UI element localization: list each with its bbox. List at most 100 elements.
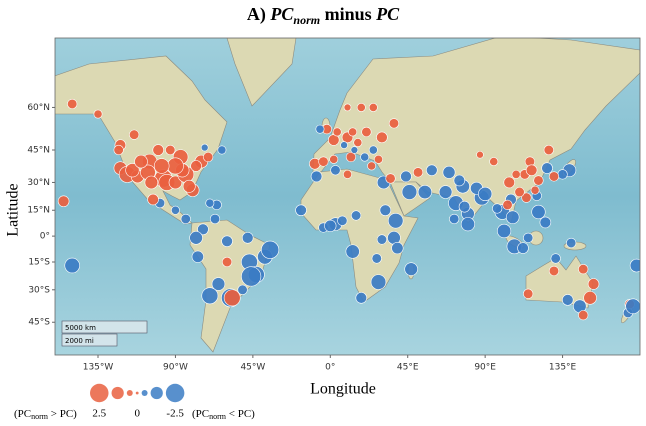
scale-label: 2000 mi bbox=[65, 337, 94, 345]
point bbox=[345, 244, 360, 259]
point bbox=[629, 258, 640, 273]
point bbox=[489, 157, 499, 167]
point bbox=[371, 253, 382, 264]
point bbox=[361, 126, 372, 138]
scale-label: 5000 km bbox=[65, 324, 96, 332]
point bbox=[152, 144, 164, 156]
point bbox=[340, 141, 348, 149]
point bbox=[391, 241, 404, 255]
y-tick-label: 45°N bbox=[27, 145, 50, 155]
y-tick-label: 30°N bbox=[27, 178, 50, 188]
point bbox=[566, 237, 577, 249]
title-part: PC bbox=[375, 4, 400, 24]
point bbox=[370, 274, 387, 290]
point bbox=[557, 169, 568, 180]
point bbox=[530, 185, 540, 195]
point bbox=[147, 193, 159, 206]
legend-swatch bbox=[165, 383, 185, 403]
point bbox=[438, 185, 453, 199]
x-tick-label: 90°W bbox=[163, 363, 188, 373]
point bbox=[345, 151, 357, 163]
point bbox=[318, 156, 329, 167]
point bbox=[548, 171, 560, 182]
point bbox=[360, 152, 370, 162]
point bbox=[134, 154, 148, 169]
point bbox=[168, 175, 183, 190]
point bbox=[171, 205, 180, 215]
point bbox=[548, 265, 560, 277]
point bbox=[531, 204, 546, 220]
point bbox=[550, 253, 561, 264]
legend-note: (PCnorm < PC) bbox=[192, 408, 255, 421]
point bbox=[368, 102, 378, 112]
point bbox=[332, 127, 342, 137]
point bbox=[367, 161, 377, 171]
point bbox=[93, 109, 103, 119]
map-frame bbox=[54, 37, 641, 356]
x-tick-label: 45°W bbox=[240, 363, 265, 373]
x-tick-label: 0° bbox=[325, 363, 335, 373]
legend-swatch bbox=[150, 386, 163, 400]
point bbox=[165, 144, 176, 156]
point bbox=[492, 203, 503, 214]
y-tick-label: 30°S bbox=[28, 285, 50, 295]
point bbox=[388, 118, 400, 129]
scale-bar bbox=[61, 333, 118, 347]
point bbox=[310, 170, 323, 183]
point bbox=[182, 179, 196, 193]
point bbox=[67, 98, 78, 110]
point bbox=[144, 175, 159, 190]
point bbox=[343, 169, 352, 179]
point bbox=[221, 235, 233, 247]
point bbox=[209, 213, 221, 225]
title-part: PC bbox=[269, 4, 294, 24]
point bbox=[113, 144, 124, 156]
point bbox=[355, 292, 368, 304]
point bbox=[460, 217, 476, 232]
title-part: A) bbox=[247, 4, 271, 25]
legend-swatch bbox=[90, 383, 109, 403]
point bbox=[64, 257, 80, 274]
title-part: minus bbox=[320, 4, 376, 24]
point bbox=[533, 175, 544, 186]
point bbox=[376, 234, 388, 245]
point bbox=[541, 162, 553, 174]
legend-swatch bbox=[126, 390, 133, 396]
basemap bbox=[55, 38, 640, 355]
point bbox=[400, 170, 412, 183]
point bbox=[167, 157, 184, 175]
note-part: < PC) bbox=[226, 408, 255, 420]
point bbox=[211, 277, 226, 291]
point bbox=[625, 298, 640, 315]
point bbox=[539, 216, 552, 229]
legend-label: -2.5 bbox=[166, 408, 184, 420]
note-part: norm bbox=[31, 412, 49, 421]
point bbox=[511, 169, 521, 179]
y-tick-label: 15°S bbox=[28, 257, 50, 267]
point bbox=[153, 158, 170, 174]
point bbox=[476, 150, 484, 159]
point bbox=[241, 232, 254, 244]
point bbox=[442, 165, 456, 179]
point bbox=[368, 145, 378, 155]
point bbox=[203, 151, 214, 163]
point bbox=[189, 231, 203, 245]
title-part: norm bbox=[293, 13, 320, 27]
point bbox=[426, 164, 438, 176]
point bbox=[191, 250, 204, 263]
point bbox=[330, 165, 341, 176]
point bbox=[205, 198, 215, 208]
y-tick-label: 45°S bbox=[28, 318, 50, 328]
point bbox=[517, 242, 529, 254]
point bbox=[261, 240, 280, 259]
legend-label: 2.5 bbox=[92, 408, 106, 420]
points bbox=[57, 98, 640, 321]
point bbox=[200, 143, 209, 152]
point bbox=[350, 146, 359, 154]
point bbox=[561, 294, 574, 306]
point bbox=[478, 186, 493, 202]
greenland bbox=[226, 38, 297, 107]
point bbox=[521, 192, 532, 203]
point bbox=[356, 102, 366, 112]
